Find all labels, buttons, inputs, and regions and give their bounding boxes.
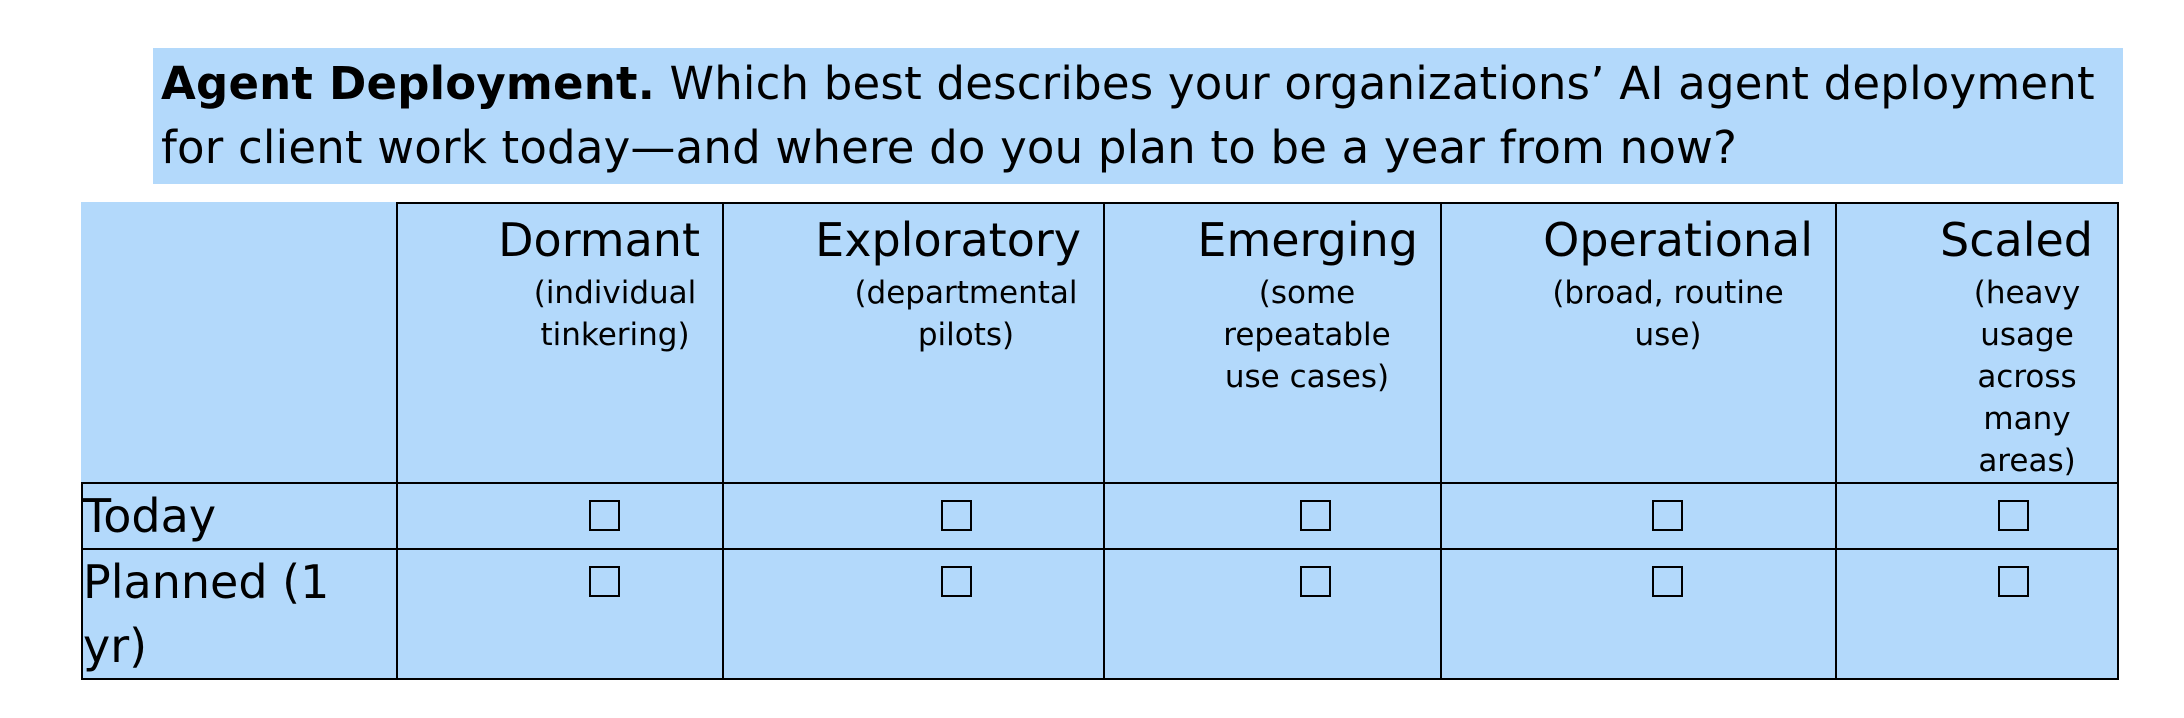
row-planned: Planned (1 yr): [81, 548, 2119, 680]
column-header-dormant: Dormant (individual tinkering): [396, 202, 723, 483]
column-subtitle: (broad, routine use): [1552, 275, 1784, 353]
checkbox-planned-scaled[interactable]: [1998, 566, 2029, 597]
column-title: Operational: [1543, 213, 1813, 267]
checkbox-today-emerging[interactable]: [1300, 500, 1331, 531]
column-header-emerging: Emerging (some repeatable use cases): [1103, 202, 1441, 483]
checkbox-planned-exploratory[interactable]: [941, 566, 972, 597]
column-title: Emerging: [1197, 213, 1418, 267]
column-subtitle: (departmental pilots): [854, 275, 1078, 353]
row-label: Planned (1 yr): [81, 548, 398, 680]
header-row: Dormant (individual tinkering) Explorato…: [82, 202, 2119, 483]
response-grid: Dormant (individual tinkering) Explorato…: [81, 202, 2119, 680]
checkbox-today-scaled[interactable]: [1998, 500, 2029, 531]
column-header-exploratory: Exploratory (departmental pilots): [722, 202, 1104, 483]
question-text: Which best describes your organizations’…: [161, 57, 2095, 174]
checkbox-planned-operational[interactable]: [1652, 566, 1683, 597]
column-subtitle: (heavy usage across many areas): [1973, 275, 2081, 479]
checkbox-today-operational[interactable]: [1652, 500, 1683, 531]
checkbox-planned-dormant[interactable]: [589, 566, 620, 597]
corner-cell: [82, 203, 397, 483]
column-title: Dormant: [498, 213, 700, 267]
column-subtitle: (individual tinkering): [533, 275, 697, 353]
row-today: Today: [81, 482, 2119, 550]
column-title: Exploratory: [815, 213, 1081, 267]
question-prompt: Agent Deployment. Which best describes y…: [153, 48, 2123, 184]
checkbox-today-exploratory[interactable]: [941, 500, 972, 531]
checkbox-today-dormant[interactable]: [589, 500, 620, 531]
column-header-operational: Operational (broad, routine use): [1440, 202, 1836, 483]
question-title: Agent Deployment.: [161, 57, 655, 110]
column-header-scaled: Scaled (heavy usage across many areas): [1835, 202, 2119, 483]
row-label: Today: [81, 482, 398, 550]
column-title: Scaled: [1940, 213, 2093, 267]
column-subtitle: (some repeatable use cases): [1223, 275, 1391, 395]
checkbox-planned-emerging[interactable]: [1300, 566, 1331, 597]
